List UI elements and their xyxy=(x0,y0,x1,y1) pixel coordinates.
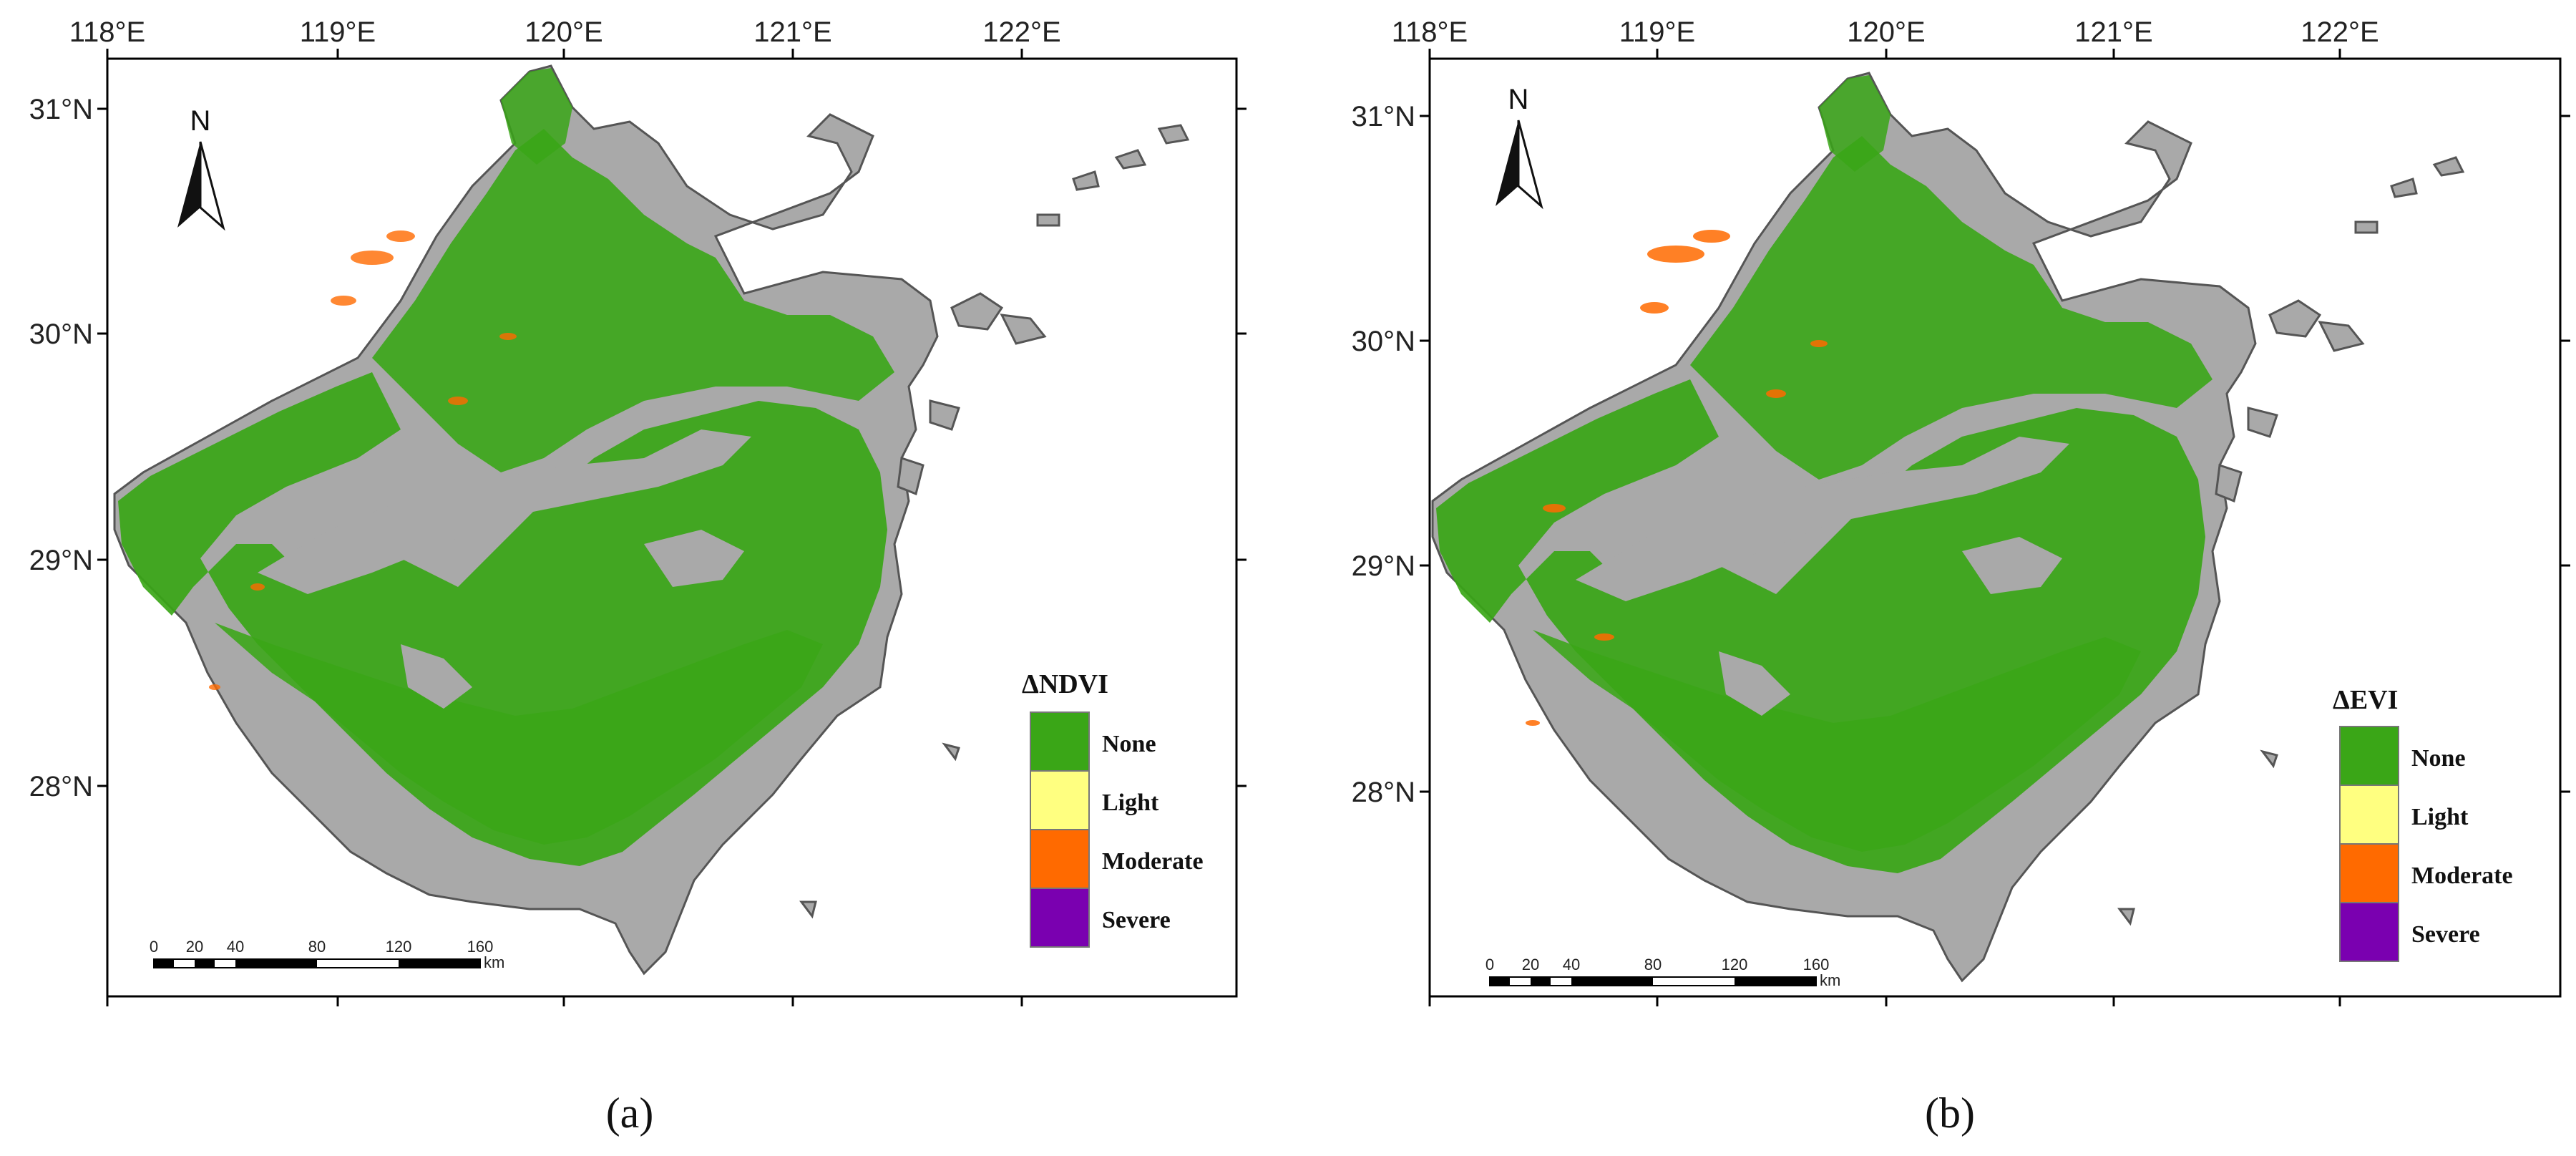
scale-tick: 80 xyxy=(308,938,326,956)
legend-label: None xyxy=(1102,731,1156,757)
north-label: N xyxy=(1508,84,1529,115)
lon-label: 122°E xyxy=(982,16,1060,48)
vegetation-area xyxy=(1819,75,1890,172)
vegetation-area xyxy=(1533,630,2141,852)
map-panel-b: 118°E 119°E 120°E 121°E 122°E 31°N 30°N … xyxy=(1352,16,2570,1137)
scale-bar: 0 20 40 80 120 160 km xyxy=(150,938,504,971)
lat-label: 31°N xyxy=(29,94,93,125)
north-arrow: N xyxy=(177,105,225,231)
lon-label: 121°E xyxy=(753,16,831,48)
islands xyxy=(799,124,1190,919)
valley-gray xyxy=(1576,437,2069,601)
moderate-damage-marks xyxy=(209,230,517,690)
lon-label: 119°E xyxy=(300,16,376,48)
panel-caption: (a) xyxy=(606,1089,654,1137)
lon-label: 118°E xyxy=(1392,16,1468,48)
map-panel-a: 118°E 119°E 120°E 121°E 122°E 31°N 30°N … xyxy=(29,16,1246,1137)
province-map xyxy=(1431,72,2465,983)
scale-tick: 0 xyxy=(150,938,158,956)
vegetation-area xyxy=(501,68,572,165)
lon-label: 121°E xyxy=(2074,16,2152,48)
moderate-damage-marks xyxy=(1526,230,1828,726)
frame-ticks xyxy=(97,49,1246,1006)
lat-label: 29°N xyxy=(29,545,93,576)
scale-tick: 20 xyxy=(186,938,203,956)
frame-ticks xyxy=(1420,49,2570,1006)
valley-gray xyxy=(1719,651,1790,716)
scale-tick: 160 xyxy=(1803,956,1830,973)
legend-label: Severe xyxy=(1102,907,1171,933)
legend-label: Moderate xyxy=(1102,848,1204,875)
legend-label: Severe xyxy=(2411,921,2480,948)
lat-label: 30°N xyxy=(29,319,93,350)
legend-swatch xyxy=(1030,770,1090,830)
valley-gray xyxy=(258,429,751,594)
lat-label: 31°N xyxy=(1352,101,1415,132)
legend: ΔNDVI None Light Moderate Severe xyxy=(1022,669,1204,948)
lat-label: 30°N xyxy=(1352,326,1415,357)
scale-tick: 20 xyxy=(1522,956,1539,973)
legend-swatch xyxy=(1030,829,1090,889)
valley-gray xyxy=(644,530,744,587)
scale-tick: 120 xyxy=(1722,956,1748,973)
north-arrow: N xyxy=(1496,84,1543,210)
legend-label: Moderate xyxy=(2411,863,2513,889)
lat-label: 28°N xyxy=(1352,777,1415,808)
islands xyxy=(2117,156,2465,926)
valley-gray xyxy=(401,644,472,709)
legend-label: None xyxy=(2411,745,2466,772)
lon-label: 120°E xyxy=(1847,16,1925,48)
lat-label: 28°N xyxy=(29,771,93,802)
north-label: N xyxy=(190,105,211,137)
lon-label: 119°E xyxy=(1619,16,1695,48)
scale-tick: 40 xyxy=(1563,956,1580,973)
scale-tick: 0 xyxy=(1485,956,1494,973)
scale-unit: km xyxy=(484,953,504,971)
legend: ΔEVI None Light Moderate Severe xyxy=(2333,685,2513,962)
legend-swatch xyxy=(1030,888,1090,948)
panel-caption: (b) xyxy=(1925,1089,1975,1137)
vegetation-area xyxy=(1690,136,2212,480)
scale-bar: 0 20 40 80 120 160 km xyxy=(1485,956,1840,989)
legend-label: Light xyxy=(2411,804,2469,830)
legend-swatch xyxy=(2339,843,2399,903)
legend-title: ΔNDVI xyxy=(1022,669,1108,699)
valley-gray xyxy=(1962,537,2062,594)
vegetation-area xyxy=(215,623,823,845)
legend-swatch xyxy=(1030,711,1090,772)
vegetation-area xyxy=(372,129,894,472)
legend-title: ΔEVI xyxy=(2333,685,2398,715)
lon-label: 120°E xyxy=(525,16,602,48)
scale-tick: 80 xyxy=(1644,956,1662,973)
legend-swatch xyxy=(2339,902,2399,962)
scale-tick: 40 xyxy=(227,938,244,956)
province-map xyxy=(113,64,1190,976)
lat-label: 29°N xyxy=(1352,550,1415,582)
legend-swatch xyxy=(2339,726,2399,786)
lon-label: 122°E xyxy=(2301,16,2379,48)
scale-unit: km xyxy=(1820,971,1840,989)
legend-swatch xyxy=(2339,785,2399,845)
lon-label: 118°E xyxy=(69,16,145,48)
legend-label: Light xyxy=(1102,790,1159,816)
scale-tick: 120 xyxy=(386,938,412,956)
scale-tick: 160 xyxy=(467,938,494,956)
